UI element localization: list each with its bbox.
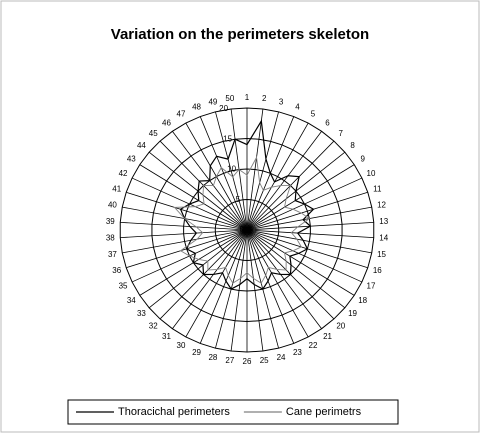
- category-label: 37: [108, 250, 117, 259]
- category-label: 3: [279, 97, 284, 106]
- legend-label: Thoracichal perimeters: [118, 406, 230, 418]
- category-label: 50: [225, 94, 234, 103]
- chart-title: Variation on the perimeters skeleton: [111, 26, 369, 43]
- category-label: 34: [127, 296, 136, 305]
- category-label: 32: [149, 321, 158, 330]
- legend-label: Cane perimetrs: [286, 406, 362, 418]
- spoke: [246, 131, 322, 231]
- category-label: 40: [108, 200, 117, 209]
- spoke: [246, 191, 368, 231]
- category-label: 11: [373, 184, 382, 193]
- r-tick-label: 10: [227, 165, 236, 174]
- category-label: 21: [323, 332, 332, 341]
- spoke: [246, 229, 374, 239]
- spoke: [172, 229, 248, 329]
- category-label: 9: [360, 154, 365, 163]
- spoke: [120, 229, 248, 239]
- category-label: 18: [358, 296, 367, 305]
- category-label: 36: [112, 266, 121, 275]
- spoke: [246, 229, 264, 352]
- legend-box: [67, 399, 399, 425]
- category-label: 1: [245, 93, 250, 102]
- category-label: 5: [311, 109, 316, 118]
- spoke: [120, 221, 248, 231]
- category-label: 49: [208, 97, 217, 106]
- category-label: 10: [367, 169, 376, 178]
- category-label: 30: [177, 341, 186, 350]
- spoke: [185, 229, 248, 338]
- category-label: 47: [177, 109, 186, 118]
- r-tick-label: 5: [236, 195, 241, 204]
- category-label: 8: [350, 141, 355, 150]
- category-label: 43: [127, 154, 136, 163]
- spoke: [230, 229, 248, 352]
- category-label: 25: [260, 356, 269, 365]
- category-label: 39: [106, 217, 115, 226]
- category-label: 46: [162, 118, 171, 127]
- series-line: [179, 119, 315, 290]
- category-label: 12: [377, 200, 386, 209]
- category-label: 26: [243, 357, 252, 366]
- spoke: [199, 116, 248, 231]
- spoke: [246, 164, 355, 231]
- category-label: 19: [348, 309, 357, 318]
- spoke: [246, 229, 295, 344]
- spoke: [215, 111, 248, 231]
- category-label: 4: [295, 102, 300, 111]
- spoke: [246, 229, 372, 254]
- category-label: 45: [149, 129, 158, 138]
- category-label: 27: [225, 356, 234, 365]
- category-label: 20: [336, 321, 345, 330]
- category-label: 15: [377, 250, 386, 259]
- category-label: 13: [379, 217, 388, 226]
- r-tick-label: 20: [219, 104, 228, 113]
- category-label: 14: [379, 233, 388, 242]
- spoke: [246, 108, 264, 231]
- series-line: [173, 155, 311, 284]
- legend: Thoracichal perimeters Cane perimetrs: [67, 399, 399, 425]
- category-label: 33: [137, 309, 146, 318]
- spoke: [246, 111, 279, 231]
- category-label: 38: [106, 233, 115, 242]
- category-label: 17: [367, 281, 376, 290]
- r-tick-label: 15: [223, 134, 232, 143]
- category-label: 41: [112, 184, 121, 193]
- category-label: 48: [192, 102, 201, 111]
- spoke: [122, 229, 248, 254]
- spoke: [246, 122, 309, 231]
- spoke: [199, 229, 248, 344]
- category-label: 28: [208, 353, 217, 362]
- spoke: [246, 229, 363, 283]
- category-label: 23: [293, 348, 302, 357]
- spoke: [148, 229, 248, 309]
- category-label: 2: [262, 94, 267, 103]
- category-label: 29: [192, 348, 201, 357]
- category-label: 22: [309, 341, 318, 350]
- category-label: 16: [373, 266, 382, 275]
- category-label: 6: [325, 118, 330, 127]
- category-label: 35: [119, 281, 128, 290]
- category-label: 44: [137, 141, 146, 150]
- spoke: [139, 164, 248, 231]
- category-label: 31: [162, 332, 171, 341]
- spoke: [246, 229, 309, 338]
- category-label: 7: [339, 129, 344, 138]
- category-label: 24: [277, 353, 286, 362]
- spoke: [246, 229, 346, 309]
- spoke: [246, 229, 322, 329]
- category-label: 42: [119, 169, 128, 178]
- spoke: [246, 229, 355, 296]
- spoke: [126, 191, 248, 231]
